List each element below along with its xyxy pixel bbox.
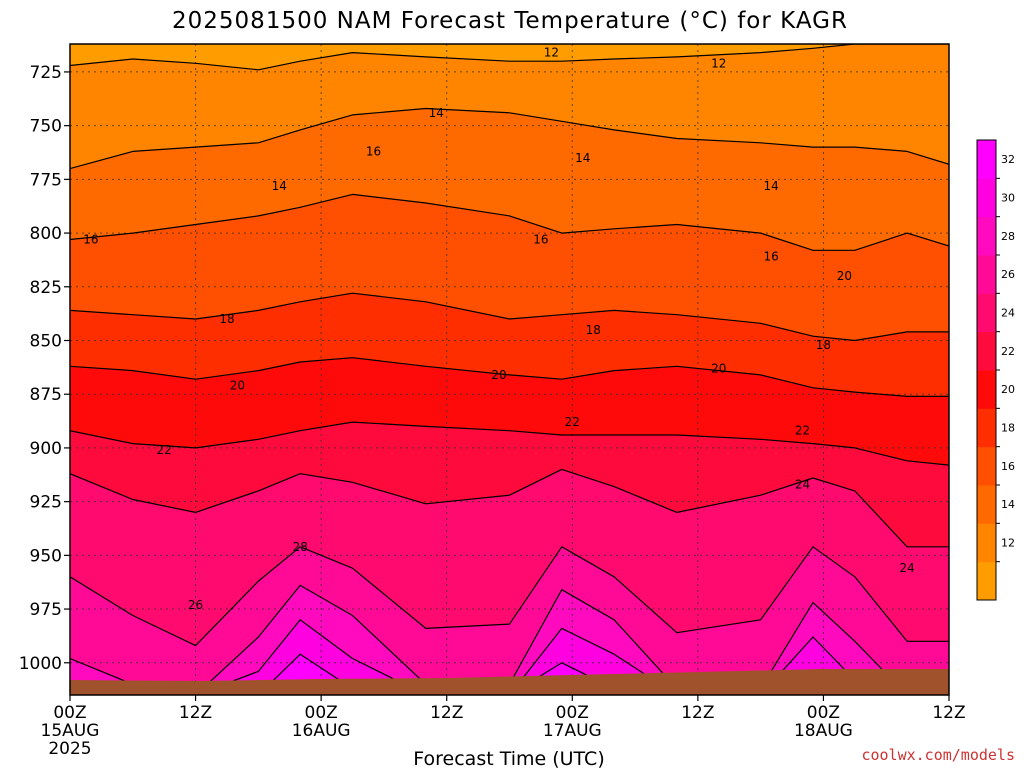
plot-area: 12 12 14 14 14 14 16 16 16 16 18 18 18 20 20 20 20 22 22 22… — [69, 43, 950, 696]
colorbar-label: 28 — [1001, 230, 1015, 243]
y-tick-label: 800 — [30, 224, 62, 244]
chart-title: 2025081500 NAM Forecast Temperature (°C)… — [172, 8, 848, 34]
contour-label: 20 — [711, 361, 726, 375]
colorbar: 12 14 16 18 20 22 24 26 28 30 32 — [976, 139, 1015, 601]
y-tick-label: 775 — [30, 170, 62, 190]
contour-label: 24 — [795, 477, 810, 491]
terrain-ground — [70, 669, 949, 695]
colorbar-swatch — [977, 485, 996, 524]
contour-label: 14 — [429, 106, 444, 120]
contour-label: 26 — [188, 598, 203, 612]
y-tick-label: 725 — [30, 63, 62, 83]
contour-label-layer: 12 12 14 14 14 14 16 16 16 16 18 18 18 20 20 20 20 22 22 22… — [83, 46, 914, 612]
y-tick-label: 925 — [30, 493, 62, 513]
contour-label: 16 — [533, 233, 548, 247]
y-tick-label: 825 — [30, 278, 62, 298]
colorbar-label: 26 — [1001, 268, 1015, 281]
contour-label: 18 — [586, 323, 601, 337]
x-date-label: 15AUG — [41, 721, 100, 741]
contour-label: 14 — [272, 179, 287, 193]
isotherm-14 — [70, 107, 949, 170]
colorbar-label: 14 — [1001, 498, 1015, 511]
contour-label: 22 — [157, 443, 172, 457]
colorbar-swatch — [977, 561, 996, 601]
colorbar-label: 20 — [1001, 383, 1015, 396]
isotherm-16 — [70, 193, 949, 251]
colorbar-swatch — [977, 523, 996, 563]
y-tick-label: 975 — [30, 600, 62, 620]
y-tick-label: 900 — [30, 439, 62, 459]
isotherm-26 — [70, 546, 949, 647]
contour-label: 20 — [491, 368, 506, 382]
contour-label: 16 — [366, 144, 381, 158]
x-axis-title: Forecast Time (UTC) — [413, 748, 604, 768]
pressure-axis: 725 750 775 800 825 850 875 900 925 950 975 1000 — [19, 63, 70, 674]
y-tick-label: 875 — [30, 385, 62, 405]
contour-label: 22 — [565, 415, 580, 429]
colorbar-label: 24 — [1001, 307, 1015, 320]
temperature-fill-layer — [70, 44, 949, 695]
contour-label: 18 — [816, 338, 831, 352]
x-date-label: 17AUG — [543, 721, 602, 741]
x-tick-label: 00Z — [556, 703, 589, 723]
colorbar-label: 22 — [1001, 345, 1015, 358]
colorbar-swatch — [977, 255, 996, 294]
x-tick-label: 00Z — [807, 703, 840, 723]
x-tick-label: 12Z — [681, 703, 714, 723]
grid-layer — [70, 44, 949, 695]
x-date-label: 16AUG — [292, 721, 351, 741]
contour-label: 14 — [575, 151, 590, 165]
colorbar-swatch — [977, 446, 996, 486]
colorbar-label: 30 — [1001, 192, 1015, 205]
y-tick-label: 950 — [30, 546, 62, 566]
colorbar-swatch — [977, 216, 996, 256]
isotherm-18 — [70, 292, 949, 342]
colorbar-swatch — [977, 293, 996, 333]
colorbar-swatch — [977, 331, 996, 371]
contour-label: 12 — [544, 46, 559, 60]
isotherm-22 — [70, 421, 949, 466]
x-tick-label: 12Z — [430, 703, 463, 723]
contour-label: 28 — [293, 540, 308, 554]
isotherm-24 — [70, 468, 949, 548]
colorbar-label: 18 — [1001, 422, 1015, 435]
x-tick-label: 00Z — [305, 703, 338, 723]
colorbar-label: 32 — [1001, 153, 1015, 166]
y-tick-label: 750 — [30, 117, 62, 137]
contour-label: 12 — [711, 56, 726, 70]
y-tick-label: 850 — [30, 331, 62, 351]
x-tick-label: 12Z — [179, 703, 212, 723]
colorbar-label: 12 — [1001, 537, 1015, 550]
credit-text: coolwx.com/models — [861, 746, 1015, 764]
contour-label: 16 — [763, 250, 778, 264]
isotherm-layer — [70, 44, 949, 695]
colorbar-swatch — [977, 370, 996, 409]
contour-label: 22 — [795, 424, 810, 438]
contour-label: 18 — [219, 312, 234, 326]
contour-label: 24 — [900, 561, 915, 575]
contour-label: 16 — [83, 233, 98, 247]
x-date-label: 18AUG — [794, 721, 853, 741]
y-tick-label: 1000 — [19, 654, 62, 674]
contour-label: 14 — [763, 179, 778, 193]
isotherm-28 — [70, 584, 949, 695]
x-year-label: 2025 — [48, 739, 91, 759]
x-tick-label: 00Z — [53, 703, 86, 723]
contour-label: 20 — [837, 269, 852, 283]
isotherm-12 — [70, 44, 949, 71]
colorbar-swatch — [977, 178, 996, 218]
colorbar-label: 16 — [1001, 460, 1015, 473]
colorbar-swatch — [977, 408, 996, 448]
x-tick-label: 12Z — [932, 703, 965, 723]
isotherm-20 — [70, 357, 949, 397]
contour-label: 20 — [230, 379, 245, 393]
plot-frame — [69, 43, 950, 696]
colorbar-swatch — [977, 140, 996, 179]
